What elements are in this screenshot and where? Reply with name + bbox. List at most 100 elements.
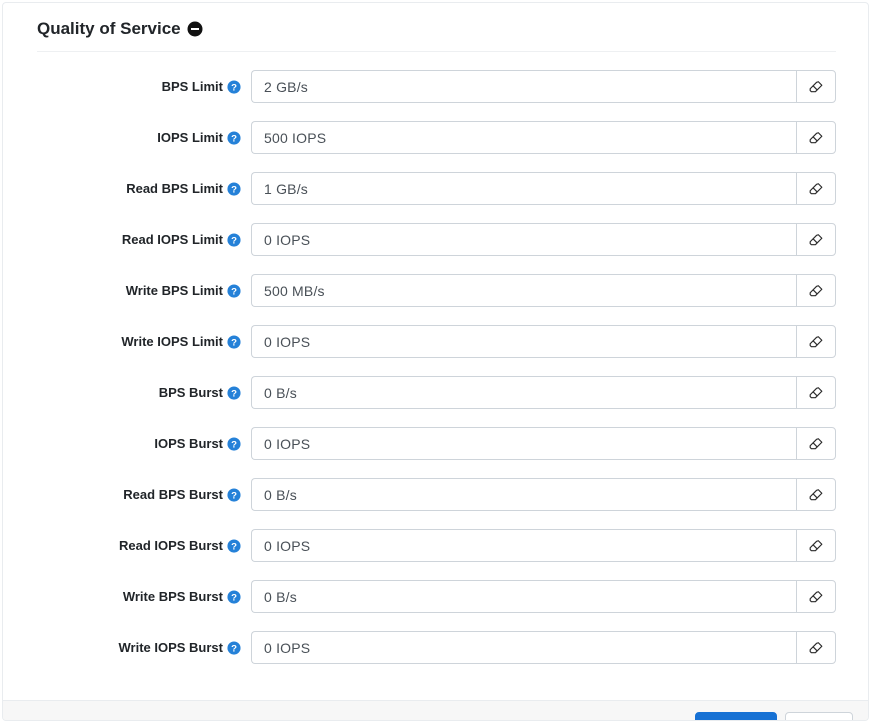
help-icon[interactable]: ? (227, 641, 241, 655)
help-icon[interactable]: ? (227, 590, 241, 604)
input-group-write-iops-limit (251, 325, 836, 358)
input-group-iops-burst (251, 427, 836, 460)
svg-text:?: ? (231, 541, 237, 552)
eraser-button[interactable] (796, 478, 836, 511)
input-read-bps-burst[interactable] (251, 478, 796, 511)
label-text-read-iops-burst: Read IOPS Burst (119, 538, 223, 553)
edit-rbd-button[interactable]: Edit RBD (695, 712, 776, 721)
svg-text:?: ? (231, 592, 237, 603)
help-icon[interactable]: ? (227, 284, 241, 298)
eraser-button[interactable] (796, 223, 836, 256)
eraser-button[interactable] (796, 580, 836, 613)
label-write-bps-burst: Write BPS Burst ? (37, 589, 247, 604)
label-write-iops-limit: Write IOPS Limit ? (37, 334, 247, 349)
eraser-button[interactable] (796, 172, 836, 205)
input-group-write-bps-limit (251, 274, 836, 307)
label-read-iops-burst: Read IOPS Burst ? (37, 538, 247, 553)
label-iops-limit: IOPS Limit ? (37, 130, 247, 145)
svg-text:?: ? (231, 235, 237, 246)
label-write-iops-burst: Write IOPS Burst ? (37, 640, 247, 655)
label-text-iops-burst: IOPS Burst (154, 436, 223, 451)
input-read-iops-burst[interactable] (251, 529, 796, 562)
label-text-iops-limit: IOPS Limit (157, 130, 223, 145)
row-write-bps-limit: Write BPS Limit ? (37, 274, 836, 307)
label-text-read-iops-limit: Read IOPS Limit (122, 232, 223, 247)
input-write-iops-limit[interactable] (251, 325, 796, 358)
row-iops-limit: IOPS Limit ? (37, 121, 836, 154)
input-bps-burst[interactable] (251, 376, 796, 409)
cancel-button[interactable]: Cancel (785, 712, 853, 721)
section-header: Quality of Service (37, 13, 836, 52)
label-text-read-bps-burst: Read BPS Burst (123, 487, 223, 502)
svg-text:?: ? (231, 490, 237, 501)
help-icon[interactable]: ? (227, 80, 241, 94)
qos-card: Quality of Service BPS Limit ? IOPS Limi… (2, 2, 869, 721)
input-bps-limit[interactable] (251, 70, 796, 103)
label-iops-burst: IOPS Burst ? (37, 436, 247, 451)
row-read-bps-limit: Read BPS Limit ? (37, 172, 836, 205)
help-icon[interactable]: ? (227, 539, 241, 553)
row-write-bps-burst: Write BPS Burst ? (37, 580, 836, 613)
svg-text:?: ? (231, 286, 237, 297)
svg-text:?: ? (231, 82, 237, 93)
label-text-bps-limit: BPS Limit (162, 79, 223, 94)
input-group-iops-limit (251, 121, 836, 154)
svg-text:?: ? (231, 388, 237, 399)
section-title-text: Quality of Service (37, 19, 181, 39)
svg-text:?: ? (231, 643, 237, 654)
svg-text:?: ? (231, 133, 237, 144)
eraser-button[interactable] (796, 325, 836, 358)
input-write-bps-limit[interactable] (251, 274, 796, 307)
row-read-iops-burst: Read IOPS Burst ? (37, 529, 836, 562)
input-read-bps-limit[interactable] (251, 172, 796, 205)
row-read-bps-burst: Read BPS Burst ? (37, 478, 836, 511)
input-group-read-bps-burst (251, 478, 836, 511)
help-icon[interactable]: ? (227, 386, 241, 400)
label-read-bps-burst: Read BPS Burst ? (37, 487, 247, 502)
row-bps-burst: BPS Burst ? (37, 376, 836, 409)
label-bps-limit: BPS Limit ? (37, 79, 247, 94)
label-bps-burst: BPS Burst ? (37, 385, 247, 400)
label-text-read-bps-limit: Read BPS Limit (126, 181, 223, 196)
help-icon[interactable]: ? (227, 437, 241, 451)
eraser-button[interactable] (796, 427, 836, 460)
input-read-iops-limit[interactable] (251, 223, 796, 256)
input-iops-burst[interactable] (251, 427, 796, 460)
eraser-button[interactable] (796, 70, 836, 103)
input-group-write-bps-burst (251, 580, 836, 613)
label-text-write-iops-burst: Write IOPS Burst (118, 640, 223, 655)
eraser-button[interactable] (796, 631, 836, 664)
row-write-iops-burst: Write IOPS Burst ? (37, 631, 836, 664)
input-group-read-bps-limit (251, 172, 836, 205)
help-icon[interactable]: ? (227, 131, 241, 145)
row-read-iops-limit: Read IOPS Limit ? (37, 223, 836, 256)
label-text-write-bps-limit: Write BPS Limit (126, 283, 223, 298)
input-write-iops-burst[interactable] (251, 631, 796, 664)
label-read-bps-limit: Read BPS Limit ? (37, 181, 247, 196)
eraser-button[interactable] (796, 376, 836, 409)
label-text-bps-burst: BPS Burst (159, 385, 223, 400)
help-icon[interactable]: ? (227, 233, 241, 247)
svg-text:?: ? (231, 184, 237, 195)
collapse-icon[interactable] (187, 21, 203, 37)
eraser-button[interactable] (796, 274, 836, 307)
input-group-bps-burst (251, 376, 836, 409)
row-iops-burst: IOPS Burst ? (37, 427, 836, 460)
label-write-bps-limit: Write BPS Limit ? (37, 283, 247, 298)
label-text-write-iops-limit: Write IOPS Limit (121, 334, 223, 349)
eraser-button[interactable] (796, 121, 836, 154)
input-iops-limit[interactable] (251, 121, 796, 154)
input-write-bps-burst[interactable] (251, 580, 796, 613)
label-text-write-bps-burst: Write BPS Burst (123, 589, 223, 604)
input-group-read-iops-burst (251, 529, 836, 562)
input-group-read-iops-limit (251, 223, 836, 256)
help-icon[interactable]: ? (227, 335, 241, 349)
fields-container: BPS Limit ? IOPS Limit ? Read BPS Limit … (37, 70, 836, 664)
help-icon[interactable]: ? (227, 488, 241, 502)
row-bps-limit: BPS Limit ? (37, 70, 836, 103)
svg-text:?: ? (231, 439, 237, 450)
input-group-write-iops-burst (251, 631, 836, 664)
row-write-iops-limit: Write IOPS Limit ? (37, 325, 836, 358)
help-icon[interactable]: ? (227, 182, 241, 196)
eraser-button[interactable] (796, 529, 836, 562)
